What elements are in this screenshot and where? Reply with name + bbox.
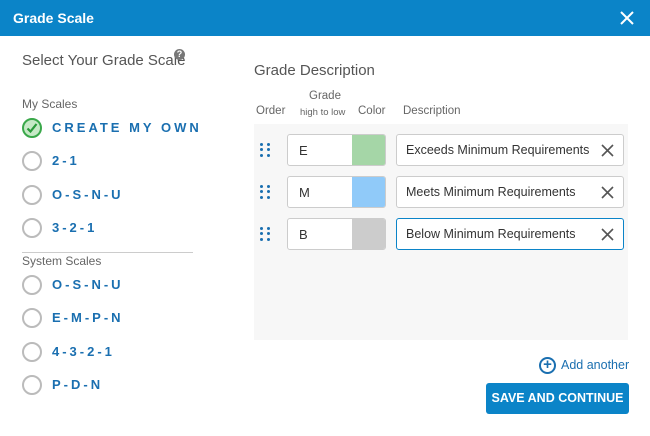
description-value: Meets Minimum Requirements [406,185,576,199]
grade-value: B [299,227,308,242]
col-grade-sub: high to low [300,107,346,118]
scale-label[interactable]: 4-3-2-1 [52,344,115,359]
drag-handle-icon[interactable] [260,227,272,241]
help-icon[interactable]: ? [174,49,185,60]
system-scale-pdn[interactable] [22,375,42,395]
color-swatch[interactable] [352,219,385,249]
scale-option-osnu[interactable] [22,185,42,205]
col-order: Order [256,105,286,117]
system-scale-osnu[interactable] [22,275,42,295]
grade-row: E Exceeds Minimum Requirements [260,134,626,166]
scale-label[interactable]: CREATE MY OWN [52,120,202,135]
scale-label[interactable]: 3-2-1 [52,220,98,235]
system-scales-label: System Scales [22,254,102,268]
grade-input[interactable]: E [287,134,386,166]
drag-handle-icon[interactable] [260,185,272,199]
description-input[interactable]: Below Minimum Requirements [396,218,624,250]
description-input[interactable]: Meets Minimum Requirements [396,176,624,208]
plus-circle-icon[interactable]: + [539,357,556,374]
scale-option-create-my-own[interactable] [22,118,42,138]
col-description: Description [403,105,461,117]
description-input[interactable]: Exceeds Minimum Requirements [396,134,624,166]
divider [22,252,193,253]
check-icon [26,123,38,134]
dialog-header: Grade Scale [0,0,650,36]
color-swatch[interactable] [352,177,385,207]
col-color: Color [358,105,386,117]
grade-input[interactable]: B [287,218,386,250]
system-scale-empn[interactable] [22,308,42,328]
grade-input[interactable]: M [287,176,386,208]
scale-label[interactable]: O-S-N-U [52,187,124,202]
grade-row: M Meets Minimum Requirements [260,176,626,208]
grade-value: E [299,143,308,158]
remove-icon[interactable] [601,144,614,157]
scale-label[interactable]: E-M-P-N [52,310,124,325]
description-value: Below Minimum Requirements [406,227,576,241]
col-grade: Grade [309,90,341,102]
system-scale-4-3-2-1[interactable] [22,342,42,362]
add-another-link[interactable]: Add another [561,358,630,372]
scale-label[interactable]: O-S-N-U [52,277,124,292]
scale-label[interactable]: P-D-N [52,377,104,392]
scale-label[interactable]: 2-1 [52,153,80,168]
scale-heading: Select Your Grade Scale [22,52,186,69]
close-icon[interactable] [620,11,634,25]
dialog-title: Grade Scale [13,10,94,26]
grade-description-heading: Grade Description [254,62,375,79]
scale-option-3-2-1[interactable] [22,218,42,238]
grade-row: B Below Minimum Requirements [260,218,626,250]
my-scales-label: My Scales [22,97,78,111]
color-swatch[interactable] [352,135,385,165]
drag-handle-icon[interactable] [260,143,272,157]
description-value: Exceeds Minimum Requirements [406,143,590,157]
save-and-continue-button[interactable]: SAVE AND CONTINUE [486,383,629,414]
scale-option-2-1[interactable] [22,151,42,171]
remove-icon[interactable] [601,228,614,241]
remove-icon[interactable] [601,186,614,199]
grade-value: M [299,185,310,200]
